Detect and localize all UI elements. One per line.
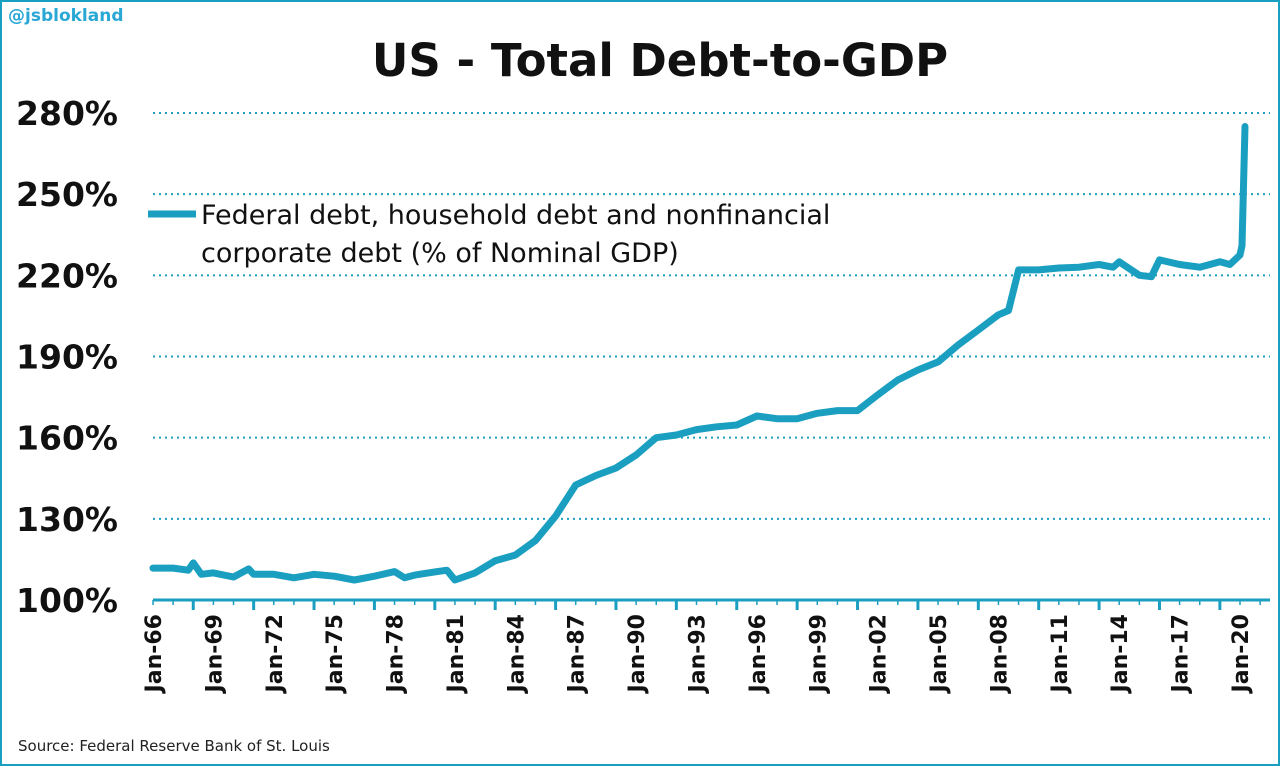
series-line-total-debt xyxy=(149,123,1249,584)
x-tick-label: Jan-05 xyxy=(927,614,952,694)
y-tick-label: 100% xyxy=(16,581,118,620)
x-tick-label: Jan-81 xyxy=(444,614,469,694)
x-tick-label: Jan-93 xyxy=(686,614,711,694)
x-tick-label: Jan-11 xyxy=(1048,614,1073,694)
legend: Federal debt, household debt and nonfina… xyxy=(148,200,830,269)
author-handle: @jsblokland xyxy=(8,6,124,26)
x-tick-label: Jan-84 xyxy=(504,614,529,694)
chart-title: US - Total Debt-to-GDP xyxy=(371,34,949,87)
x-tick-label: Jan-72 xyxy=(263,614,288,694)
x-tick-label: Jan-75 xyxy=(323,614,348,694)
y-tick-label: 160% xyxy=(16,419,118,458)
legend-label-line-2: corporate debt (% of Nominal GDP) xyxy=(201,238,679,269)
x-tick-label: Jan-14 xyxy=(1108,614,1133,694)
x-tick-label: Jan-78 xyxy=(384,614,409,694)
x-tick-label: Jan-99 xyxy=(806,614,831,694)
x-tick-label: Jan-90 xyxy=(625,614,650,694)
y-tick-label: 280% xyxy=(16,94,118,133)
x-tick-label: Jan-02 xyxy=(867,614,892,694)
x-tick-label: Jan-08 xyxy=(987,614,1012,694)
legend-label-line-1: Federal debt, household debt and nonfina… xyxy=(201,200,830,231)
x-tick-label: Jan-87 xyxy=(565,614,590,694)
y-tick-label: 250% xyxy=(16,175,118,214)
x-tick-label: Jan-69 xyxy=(202,614,227,694)
x-tick-label: Jan-17 xyxy=(1169,614,1194,694)
y-tick-label: 220% xyxy=(16,256,118,295)
source-note: Source: Federal Reserve Bank of St. Loui… xyxy=(18,737,330,755)
x-tick-label: Jan-66 xyxy=(142,614,167,694)
y-tick-label: 190% xyxy=(16,338,118,377)
y-tick-label: 130% xyxy=(16,500,118,539)
x-tick-label: Jan-96 xyxy=(746,614,771,694)
x-tick-label: Jan-20 xyxy=(1229,614,1254,694)
